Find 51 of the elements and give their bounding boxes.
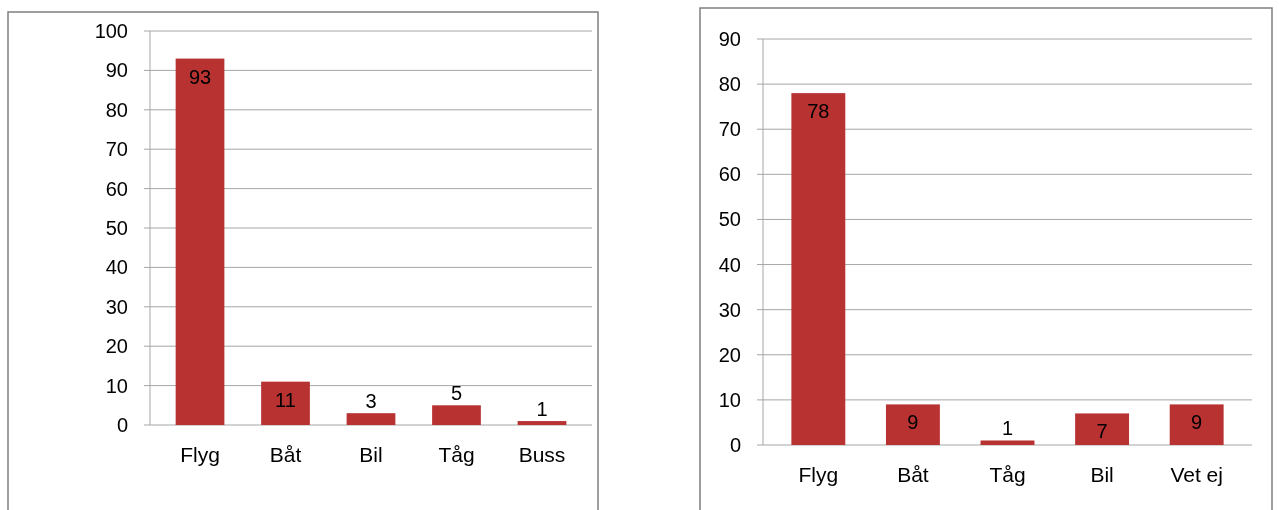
y-tick-label: 10	[718, 388, 741, 411]
data-label: 1	[1001, 417, 1014, 440]
y-tick-label: 20	[105, 335, 128, 358]
y-tick-label: 100	[94, 20, 128, 42]
y-tick-label: 70	[718, 118, 741, 141]
y-tick-label: 0	[729, 434, 741, 456]
data-label: 93	[188, 65, 212, 88]
data-label: 11	[275, 388, 296, 411]
y-tick-label: 0	[116, 414, 128, 436]
y-tick-label: 80	[105, 98, 128, 121]
x-tick-label: Buss	[518, 443, 566, 466]
y-tick-label: 20	[718, 343, 741, 366]
data-label: 5	[450, 382, 463, 405]
data-label: 1	[536, 398, 548, 421]
x-tick-label: Båt	[897, 463, 929, 486]
x-tick-label: Vet ej	[1170, 463, 1223, 486]
y-tick-label: 90	[105, 59, 128, 82]
bar	[517, 421, 567, 425]
y-tick-label: 60	[105, 177, 128, 200]
bar	[1169, 404, 1224, 445]
bar	[791, 93, 846, 445]
y-tick-label: 40	[718, 253, 741, 276]
x-tick-label: Bil	[359, 443, 383, 466]
y-tick-label: 60	[718, 163, 741, 186]
bar	[346, 413, 396, 425]
y-tick-label: 70	[105, 138, 128, 161]
y-tick-label: 10	[105, 374, 128, 397]
y-tick-label: 30	[718, 298, 741, 321]
x-tick-label: Flyg	[180, 443, 220, 466]
x-tick-label: Båt	[269, 443, 302, 466]
bar	[432, 405, 481, 425]
bar	[1075, 413, 1130, 445]
data-label: 3	[365, 390, 377, 413]
data-label: 78	[807, 100, 830, 123]
y-tick-label: 80	[718, 73, 741, 96]
y-tick-label: 40	[105, 256, 128, 279]
x-tick-label: Tåg	[989, 463, 1026, 486]
data-label: 9	[907, 411, 919, 434]
y-tick-label: 50	[718, 208, 741, 231]
y-tick-label: 50	[105, 217, 128, 239]
x-tick-label: Tåg	[438, 443, 475, 466]
x-tick-label: Flyg	[798, 463, 839, 486]
bar	[175, 58, 225, 425]
bar	[885, 404, 940, 445]
x-tick-label: Bil	[1090, 463, 1114, 486]
data-label: 7	[1096, 420, 1108, 443]
y-tick-label: 30	[105, 295, 128, 318]
y-tick-label: 90	[718, 28, 741, 50]
bar	[980, 440, 1035, 445]
bar	[261, 381, 310, 425]
data-label: 9	[1191, 411, 1203, 434]
